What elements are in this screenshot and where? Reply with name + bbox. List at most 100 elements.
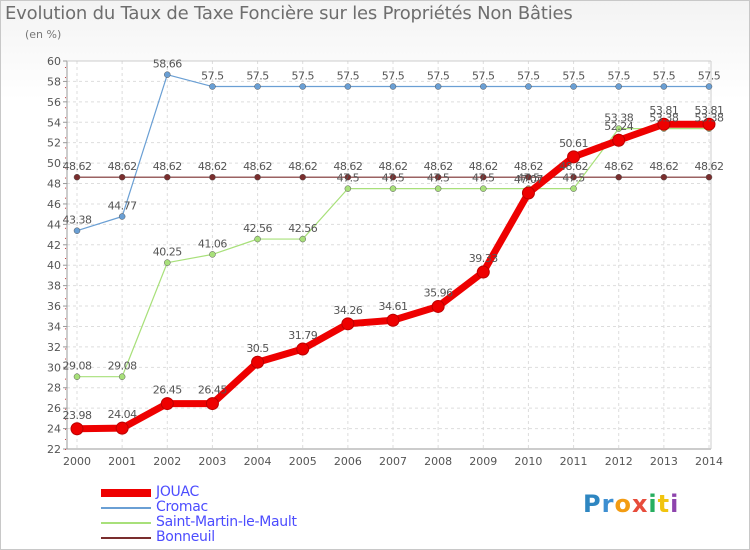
data-label-bonneuil: 48.62 [198,160,227,173]
x-tick-label: 2004 [244,455,272,468]
x-tick-label: 2001 [108,455,136,468]
data-label-cromac: 57.5 [201,70,224,83]
point-bonneuil [389,173,397,181]
data-label-cromac: 57.5 [291,70,314,83]
data-label-jouac: 52.24 [604,120,633,133]
point-jouac [657,117,671,131]
point-bonneuil [525,173,532,181]
y-tick-label: 56 [47,96,61,109]
axis-marker [65,288,66,290]
point-cromac [73,227,81,234]
point-jouac [296,342,310,356]
y-tick-label: 40 [47,259,61,272]
data-label-saint-martin-le-mault: 42.56 [243,222,272,235]
axes: 22 24 26 28 30 32 34 36 38 40 42 44 46 48 50 52 54 56 58 60… [47,55,723,468]
point-jouac [115,421,129,435]
y-tick-label: 38 [47,280,61,293]
x-tick-label: 2002 [153,455,181,468]
data-label-cromac: 58.66 [153,58,182,71]
data-label-cromac: 57.5 [382,70,405,83]
legend-label-saint-martin: Saint-Martin-le-Mault [156,514,297,530]
proxiti-logo: Proxiti [583,490,679,518]
data-label-cromac: 57.5 [698,70,721,83]
y-tick-label: 24 [47,423,61,436]
data-label-saint-martin-le-mault: 29.08 [63,360,92,373]
point-bonneuil [480,173,487,181]
point-cromac [209,83,216,90]
axis-marker [65,308,66,310]
axis-marker [65,87,66,89]
axis-marker [65,187,66,189]
point-cromac [525,83,532,90]
axis-marker [65,197,66,199]
data-label-saint-martin-le-mault: 47.5 [562,172,585,185]
point-cromac [164,71,171,78]
data-label-saint-martin-le-mault: 53.38 [695,112,724,125]
x-tick-label: 2009 [469,455,497,468]
point-saint-martin-le-mault [480,185,487,192]
axis-marker [65,77,66,79]
point-bonneuil [615,173,622,181]
data-label-saint-martin-le-mault: 47.5 [427,172,450,185]
data-label-cromac: 57.5 [472,70,495,83]
point-cromac [705,83,713,90]
axis-marker [65,107,66,109]
axis-marker [65,449,66,450]
axis-marker [65,378,66,380]
point-jouac [70,422,84,436]
data-label-jouac: 26.45 [153,384,182,397]
y-tick-label: 50 [47,157,61,170]
axis-marker [65,358,66,360]
point-jouac [386,313,400,327]
data-label-jouac: 53.81 [649,104,678,117]
series-layer [70,71,716,436]
axis-marker [65,127,66,129]
axis-marker [65,418,66,420]
logo-letter: t [657,490,671,518]
data-label-jouac: 30.5 [246,342,269,355]
point-saint-martin-le-mault [73,373,81,380]
data-label-cromac: 44.77 [108,200,137,213]
point-jouac [521,186,535,200]
y-tick-label: 54 [47,116,61,129]
point-saint-martin-le-mault [118,373,126,380]
data-label-bonneuil: 48.62 [695,160,724,173]
point-cromac [480,83,487,90]
logo-letter: i [670,490,680,518]
point-cromac [299,83,306,90]
y-tick-label: 52 [47,137,61,150]
y-tick-label: 58 [47,75,61,88]
y-tick-label: 32 [47,341,61,354]
data-label-cromac: 57.5 [562,70,585,83]
x-tick-label: 2003 [198,455,226,468]
axis-marker [65,408,66,410]
legend-swatch-jouac [101,489,151,497]
y-tick-label: 44 [47,218,61,231]
x-tick-label: 2011 [560,455,588,468]
data-label-jouac: 39.33 [469,252,498,265]
logo-letter: x [631,490,649,518]
point-jouac [612,133,626,147]
legend-label-bonneuil: Bonneuil [156,529,215,545]
data-label-cromac: 57.5 [517,70,540,83]
y-unit-label: (en %) [25,28,62,41]
data-label-bonneuil: 48.62 [424,160,453,173]
axis-marker [65,258,66,259]
data-label-jouac: 53.81 [695,104,724,117]
data-label-jouac: 47.07 [514,173,543,186]
logo-letter: P [583,490,602,518]
axis-marker [65,388,66,390]
x-tick-label: 2008 [424,455,452,468]
data-labels: 43.38 44.77 58.66 57.5 57.5 57.5 57.5 57.5 57.5 5… [63,58,725,422]
point-cromac [344,83,352,90]
data-label-cromac: 43.38 [63,214,92,227]
point-jouac [702,117,716,131]
point-saint-martin-le-mault [389,185,397,192]
x-tick-label: 2014 [695,455,723,468]
point-cromac [615,83,622,90]
axis-marker [65,237,66,239]
axis-marker [65,147,66,149]
data-label-cromac: 57.5 [246,70,269,83]
axis-marker [65,177,66,179]
axis-marker [65,117,66,119]
